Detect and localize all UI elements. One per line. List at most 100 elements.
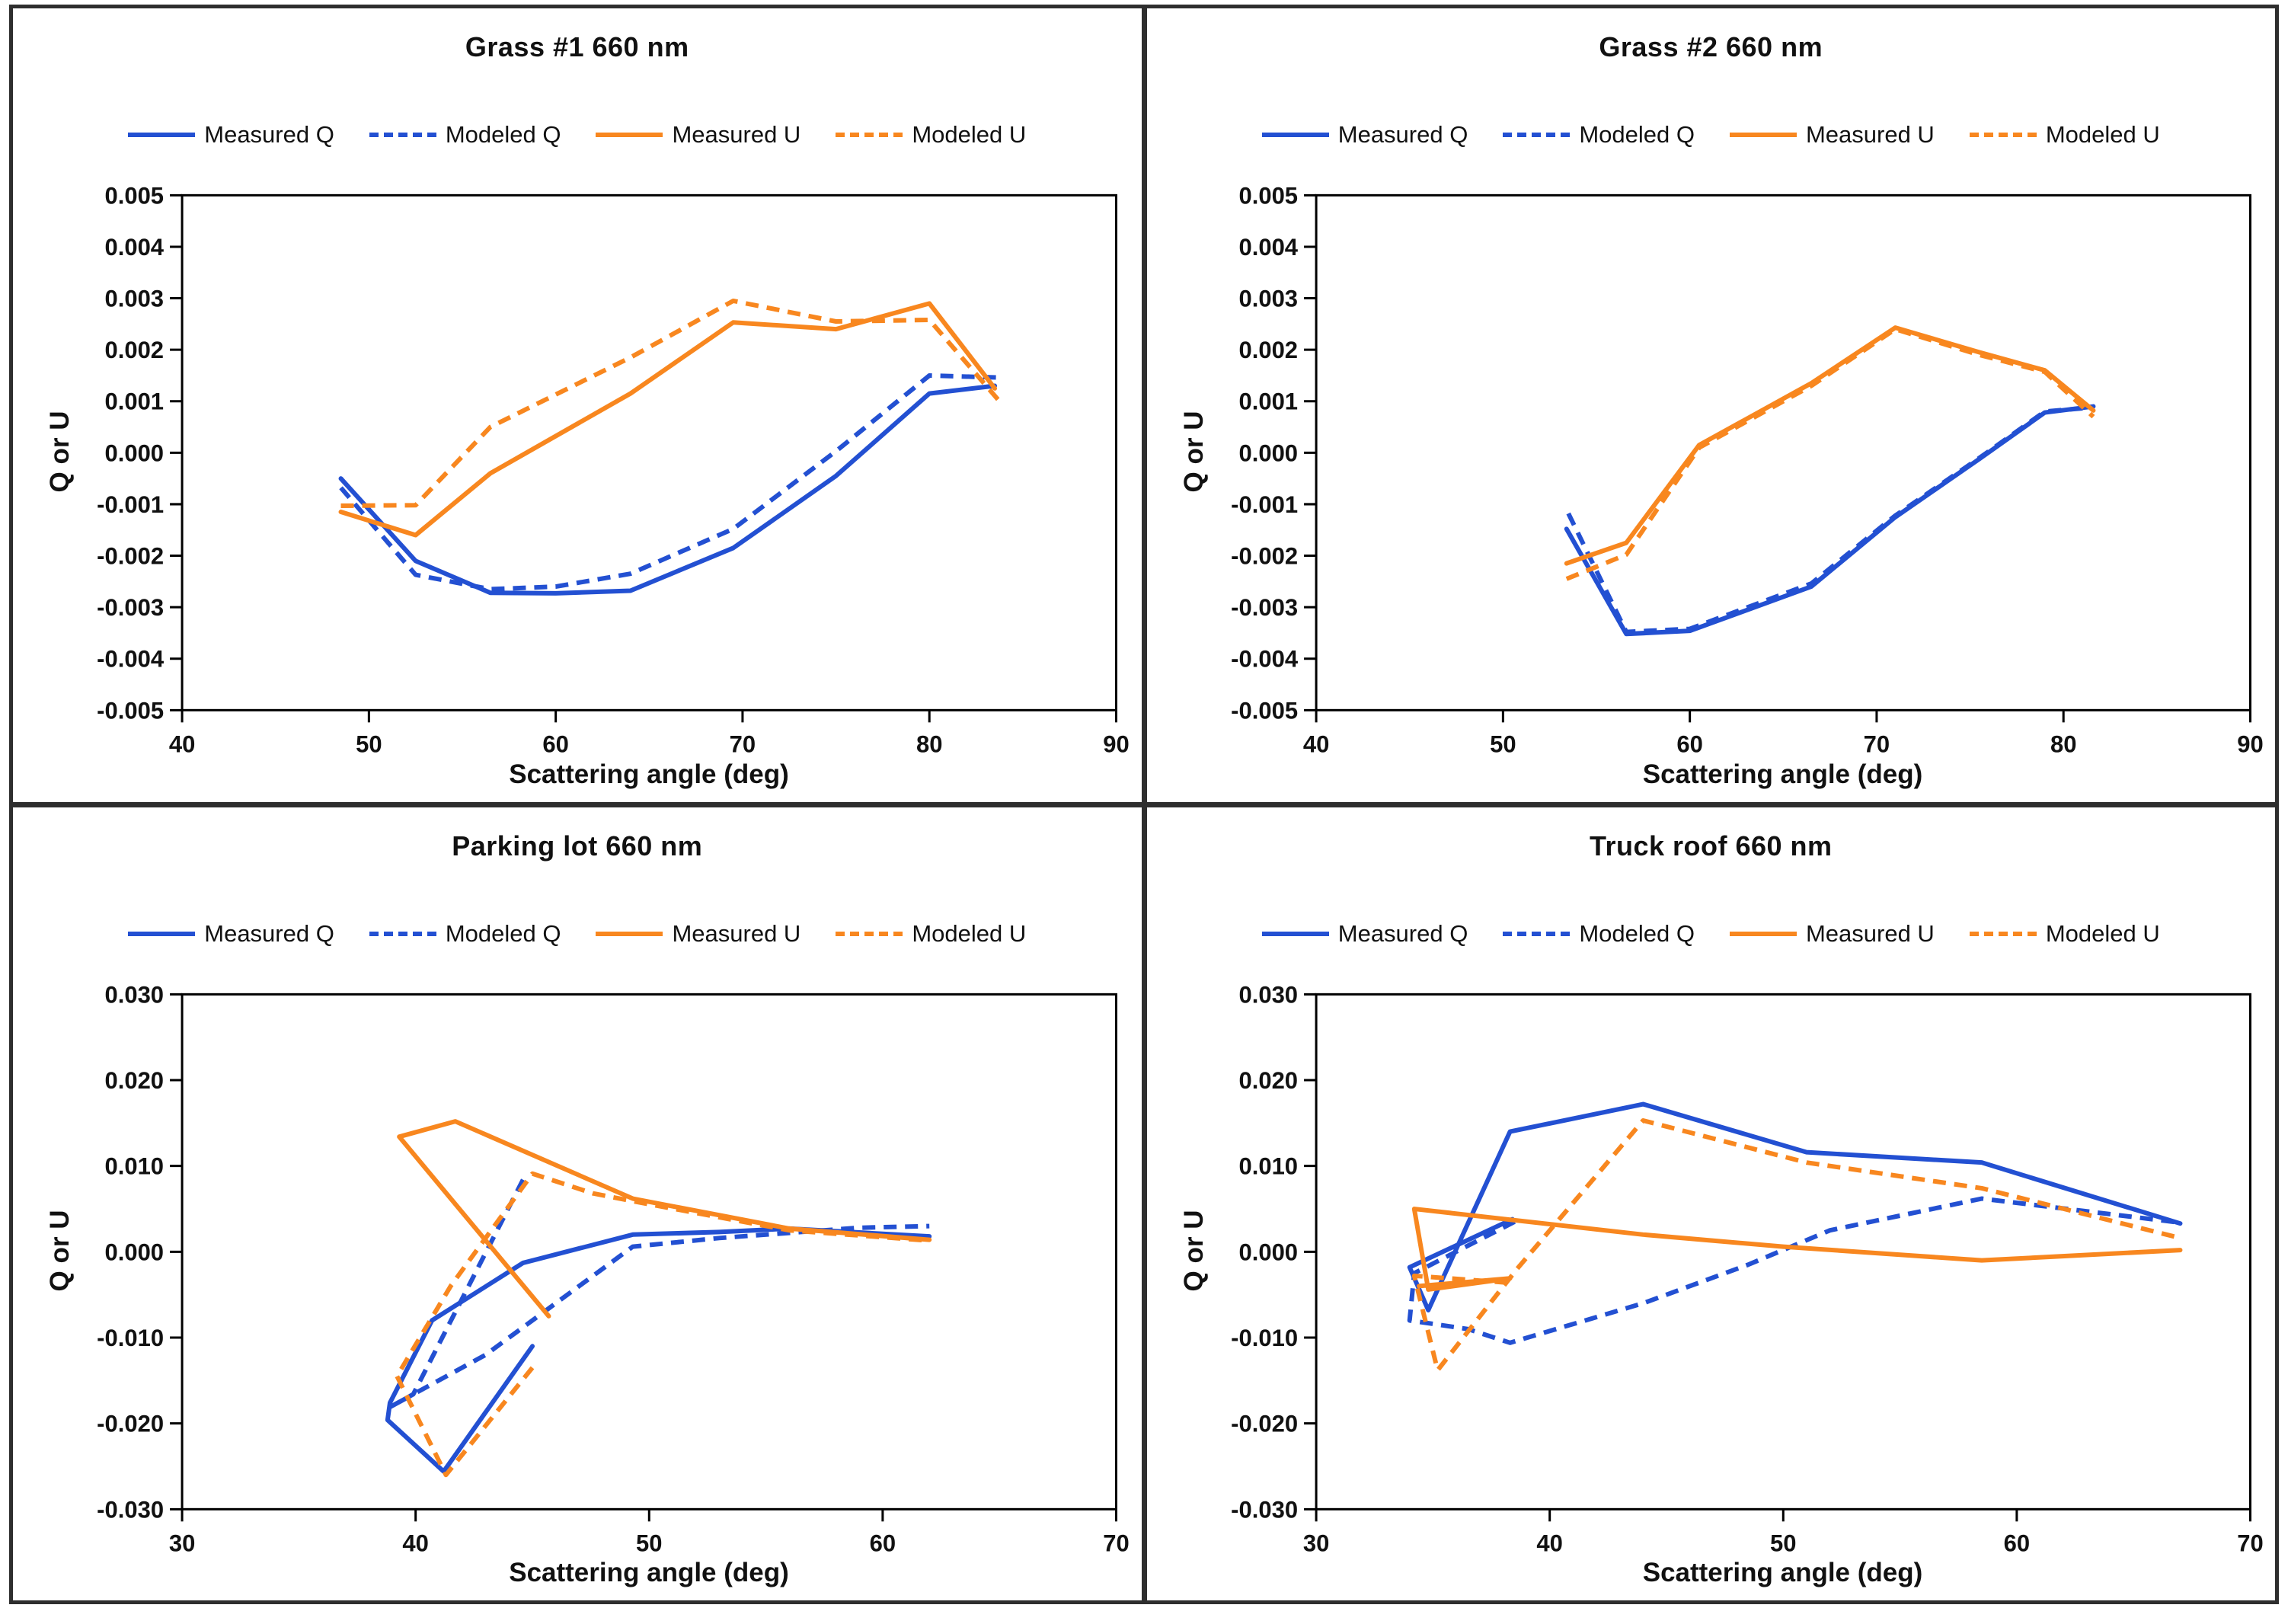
legend-item-measured-u: Measured U — [596, 920, 800, 948]
y-axis-title: Q or U — [1178, 411, 1209, 493]
y-tick-label: 0.002 — [104, 337, 164, 363]
y-tick-label: -0.001 — [97, 491, 164, 518]
y-tick-label: 0.005 — [1238, 182, 1298, 209]
y-axis-ticks: 0.005 0.004 0.003 0.002 0.001 0.000 -0.001 -0.0… — [97, 182, 183, 724]
x-tick-label: 70 — [1103, 1530, 1129, 1556]
y-tick-label: 0.020 — [1238, 1067, 1298, 1094]
legend-swatch-solid-blue — [128, 931, 196, 936]
legend-label: Modeled U — [912, 121, 1027, 148]
legend-item-modeled-q: Modeled Q — [369, 920, 561, 948]
x-tick-label: 90 — [2237, 730, 2263, 757]
y-tick-label: -0.004 — [1231, 646, 1299, 673]
y-tick-label: -0.005 — [1231, 697, 1298, 724]
series-modeled-q — [1407, 1196, 2181, 1345]
legend-swatch-solid-blue — [128, 133, 196, 137]
series-modeled-q — [339, 372, 999, 592]
series-measured-u — [397, 1118, 932, 1319]
legend-swatch-solid-orange — [1729, 133, 1797, 137]
y-axis-title: Q or U — [45, 411, 75, 493]
legend-item-measured-q: Measured Q — [1261, 121, 1468, 149]
legend-item-measured-q: Measured Q — [128, 920, 334, 948]
y-tick-label: -0.030 — [97, 1496, 164, 1523]
y-tick-label: 0.004 — [1238, 234, 1298, 261]
y-tick-label: -0.020 — [97, 1410, 164, 1437]
legend: Measured Q Modeled Q Measured U Modeled U — [1147, 121, 2276, 149]
legend-item-modeled-u: Modeled U — [1969, 919, 2160, 948]
legend-swatch-solid-blue — [1261, 133, 1329, 137]
plot-area-truck-roof: 0.030 0.020 0.010 0.000 -0.010 -0.020 -0.03030… — [1231, 981, 2264, 1556]
plot-border — [181, 993, 1117, 1511]
x-tick-label: 70 — [730, 730, 756, 757]
series-modeled-u — [395, 1171, 930, 1477]
legend-item-measured-q: Measured Q — [1261, 920, 1468, 948]
y-axis-ticks: 0.030 0.020 0.010 0.000 -0.010 -0.020 -0.030 — [97, 981, 183, 1523]
legend-item-modeled-u: Modeled U — [836, 121, 1026, 149]
x-tick-label: 60 — [1676, 730, 1702, 757]
y-tick-label: -0.020 — [1231, 1410, 1298, 1437]
panel-parking-lot: 0.030 0.020 0.010 0.000 -0.010 -0.020 -0.030 30… — [13, 807, 1142, 1600]
legend-label: Modeled U — [2045, 919, 2160, 947]
legend-swatch-dashed-orange — [836, 931, 903, 936]
series-modeled-u — [1411, 1117, 2181, 1373]
y-tick-label: 0.000 — [104, 440, 164, 466]
series-measured-u — [1411, 1206, 2182, 1292]
x-tick-label: 30 — [1302, 1530, 1328, 1556]
y-tick-label: -0.001 — [1231, 491, 1298, 518]
series-measured-q — [385, 1226, 932, 1474]
x-tick-label: 60 — [542, 730, 568, 757]
x-tick-label: 70 — [1863, 730, 1889, 757]
x-tick-label: 40 — [402, 1530, 428, 1556]
x-axis-ticks: 40 50 60 70 80 90 — [169, 710, 1130, 757]
legend-swatch-dashed-blue — [369, 931, 436, 936]
y-tick-label: 0.003 — [104, 286, 164, 312]
y-tick-label: 0.000 — [104, 1239, 164, 1265]
y-axis-title: Q or U — [1178, 1210, 1209, 1291]
x-tick-label: 60 — [870, 1530, 896, 1556]
y-tick-label: 0.000 — [1238, 440, 1298, 466]
y-tick-label: 0.004 — [104, 234, 164, 261]
y-axis-ticks: 0.030 0.020 0.010 0.000 -0.010 -0.020 -0.030 — [1231, 981, 1316, 1523]
legend-swatch-dashed-blue — [1503, 931, 1571, 936]
legend-label: Measured U — [672, 919, 801, 947]
legend-swatch-dashed-blue — [369, 133, 436, 137]
x-tick-label: 80 — [916, 730, 942, 757]
legend-item-measured-u: Measured U — [1729, 920, 1935, 948]
legend: Measured Q Modeled Q Measured U Modeled U — [13, 121, 1142, 149]
y-tick-label: 0.020 — [104, 1067, 164, 1094]
legend-swatch-solid-orange — [596, 133, 663, 137]
panel-grass-2: 0.005 0.004 0.003 0.002 0.001 0.000 -0.001 -0.0… — [1146, 8, 2276, 802]
y-tick-label: 0.001 — [104, 388, 164, 415]
legend: Measured Q Modeled Q Measured U Modeled U — [13, 920, 1142, 948]
x-axis-title: Scattering angle (deg) — [509, 1558, 789, 1587]
x-axis-title: Scattering angle (deg) — [509, 759, 789, 789]
y-tick-label: 0.030 — [1238, 981, 1298, 1008]
panel-grass-1: 0.005 0.004 0.003 0.002 0.001 0.000 -0.001 -0.0… — [13, 8, 1142, 802]
plot-area-grass-1: 0.005 0.004 0.003 0.002 0.001 0.000 -0.001 -0.0… — [97, 182, 1130, 757]
y-tick-label: -0.030 — [1231, 1496, 1298, 1523]
legend-swatch-solid-orange — [596, 931, 663, 936]
x-axis-ticks: 40 50 60 70 80 90 — [1302, 710, 2263, 757]
y-tick-label: -0.002 — [1231, 543, 1298, 570]
legend-label: Measured U — [1805, 121, 1935, 148]
legend-item-measured-u: Measured U — [1729, 121, 1935, 149]
y-tick-label: 0.005 — [104, 182, 164, 209]
y-tick-label: 0.001 — [1238, 388, 1298, 415]
series-modeled-u — [1565, 327, 2095, 581]
legend-swatch-dashed-orange — [1969, 133, 2037, 137]
plot-border — [1315, 193, 2251, 711]
chart-title: Grass #2 660 nm — [1599, 31, 1823, 62]
legend-item-measured-q: Measured Q — [128, 121, 334, 149]
y-tick-label: -0.004 — [97, 646, 165, 673]
legend-label: Modeled Q — [1579, 919, 1695, 947]
x-tick-label: 40 — [169, 730, 195, 757]
x-axis-title: Scattering angle (deg) — [1642, 1558, 1923, 1587]
y-tick-label: -0.003 — [1231, 594, 1298, 621]
legend-item-modeled-u: Modeled U — [836, 920, 1026, 948]
y-tick-label: 0.010 — [1238, 1152, 1298, 1179]
x-axis-ticks: 30 40 50 60 70 — [169, 1508, 1130, 1556]
legend-label: Modeled Q — [445, 121, 561, 148]
x-tick-label: 80 — [2050, 730, 2075, 757]
legend-label: Modeled U — [2045, 121, 2160, 148]
legend-label: Modeled Q — [445, 919, 561, 947]
legend-item-modeled-q: Modeled Q — [1503, 121, 1695, 149]
